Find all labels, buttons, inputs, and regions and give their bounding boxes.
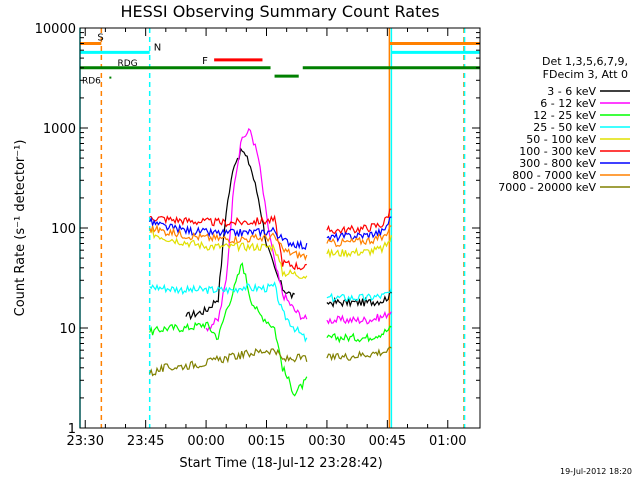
y-tick-label: 1 <box>68 422 76 437</box>
legend-entry-label: 25 - 50 keV <box>533 121 596 134</box>
series-line <box>326 325 392 344</box>
x-tick-label: 00:30 <box>308 434 345 449</box>
y-tick-label: 10 <box>59 322 76 337</box>
flag-label-f: F <box>202 56 208 67</box>
plot-frame <box>79 27 481 429</box>
y-tick-label: 1000 <box>43 122 76 137</box>
legend-entry-label: 50 - 100 keV <box>526 133 596 146</box>
legend-entry-label: 100 - 300 keV <box>519 145 596 158</box>
legend-entry-label: 6 - 12 keV <box>540 97 596 110</box>
legend-entry-label: 7000 - 20000 keV <box>498 181 596 194</box>
flag-label-n: N <box>154 42 161 53</box>
series-line <box>149 281 308 343</box>
legend: Det 1,3,5,6,7,9,FDecim 3, Att 0 3 - 6 keV… <box>498 55 630 194</box>
observing-flags-layer: S N F RDG RD6 <box>79 28 480 428</box>
series-line <box>326 287 392 303</box>
x-tick-label: 00:45 <box>369 434 406 449</box>
series-line <box>326 346 392 362</box>
x-tick-label: 01:00 <box>429 434 466 449</box>
series-line <box>149 228 308 280</box>
rdg-flag-label: RDG <box>117 59 137 69</box>
series-line <box>149 216 308 251</box>
flag-label-s: S <box>97 32 103 43</box>
legend-header: FDecim 3, Att 0 <box>543 68 628 81</box>
series-line <box>326 225 392 248</box>
series-line <box>149 223 308 261</box>
axis-ticks: 23:30 23:45 00:00 00:15 00:30 00:45 01:00 1 10 10… <box>35 22 480 449</box>
series-line <box>326 290 392 308</box>
legend-entry-label: 12 - 25 keV <box>533 109 596 122</box>
y-tick-label: 10000 <box>35 22 76 37</box>
y-axis-label: Count Rate (s⁻¹ detector⁻¹) <box>13 140 28 317</box>
legend-header: Det 1,3,5,6,7,9, <box>542 55 628 68</box>
rd6-flag-mark <box>109 76 112 79</box>
legend-entry-label: 800 - 7000 keV <box>512 169 596 182</box>
x-tick-label: 23:45 <box>127 434 164 449</box>
legend-entry-label: 3 - 6 keV <box>547 85 596 98</box>
legend-entry-label: 300 - 800 keV <box>519 157 596 170</box>
series-line <box>149 348 308 377</box>
series-line <box>326 208 392 237</box>
x-tick-label: 00:15 <box>248 434 285 449</box>
x-tick-label: 00:00 <box>187 434 224 449</box>
chart-title: HESSI Observing Summary Count Rates <box>120 2 439 21</box>
y-tick-label: 100 <box>51 222 76 237</box>
series-line <box>326 310 392 325</box>
series-line <box>149 214 307 271</box>
series-line <box>205 127 308 333</box>
series-line <box>149 262 308 397</box>
x-axis-label: Start Time (18-Jul-12 23:28:42) <box>179 456 382 471</box>
date-stamp: 19-Jul-2012 18:20 <box>560 467 632 476</box>
series-line <box>326 216 392 243</box>
x-tick-label: 23:30 <box>67 434 104 449</box>
series-line <box>185 147 295 321</box>
series-line <box>326 235 392 259</box>
rd6-flag-label: RD6 <box>82 77 101 87</box>
series-layer <box>149 127 392 397</box>
